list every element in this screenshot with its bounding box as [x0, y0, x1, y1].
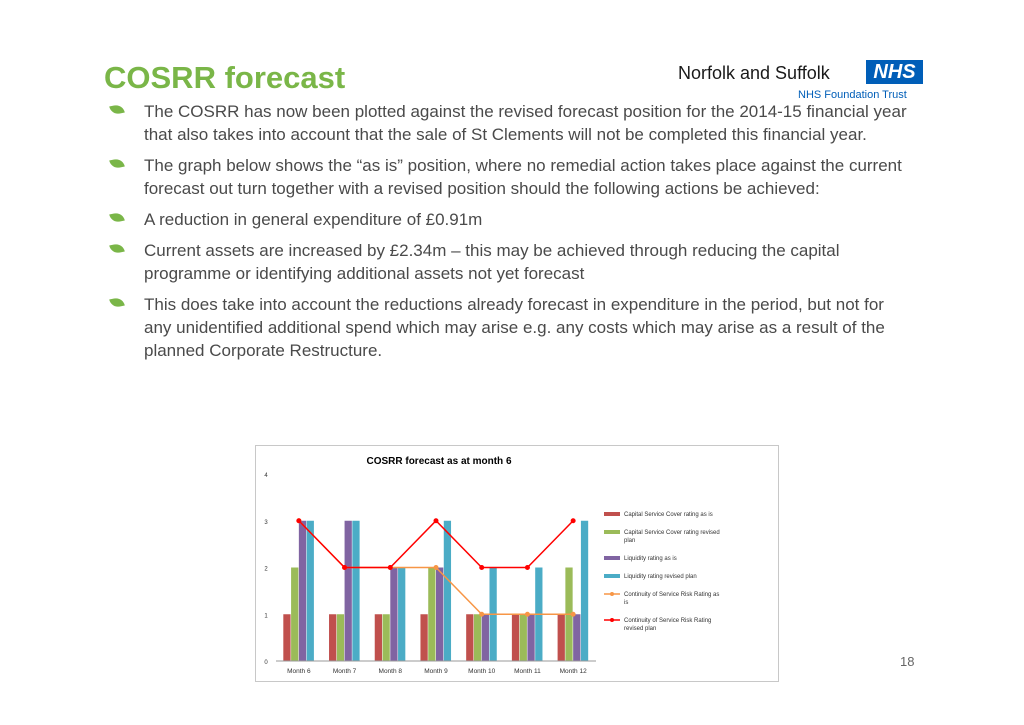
- line-point-0-5: [524, 611, 530, 617]
- legend-label: Liquidity rating revised plan: [624, 574, 697, 580]
- legend-label: Continuity of Service Risk Rating as is: [624, 592, 719, 606]
- leaf-bullet-icon: [109, 242, 125, 255]
- x-tick-label: Month 10: [468, 668, 495, 675]
- chart-svg: COSRR forecast as at month 6 0 1 2 3 4 Month …: [264, 456, 720, 675]
- line-point-1-3: [433, 518, 439, 524]
- line-point-1-4: [479, 565, 485, 570]
- x-tick-label: Month 6: [287, 668, 311, 675]
- line-point-1-0: [296, 518, 302, 524]
- slide-title: COSRR forecast: [104, 60, 346, 95]
- bullet-item: This does take into account the reductio…: [108, 293, 908, 362]
- x-tick-label: Month 12: [560, 668, 587, 675]
- bullet-text: Current assets are increased by £2.34m –…: [144, 241, 840, 283]
- bar-1-0: [291, 567, 299, 661]
- page-number: 18: [900, 654, 915, 669]
- bar-1-3: [428, 567, 436, 661]
- bar-2-6: [573, 614, 581, 661]
- bar-0-5: [511, 614, 520, 661]
- nhs-badge: NHS: [866, 60, 923, 84]
- bar-0-3: [420, 614, 428, 661]
- line-point-0-3: [433, 565, 439, 570]
- legend-marker: [610, 592, 614, 596]
- chart-title: COSRR forecast as at month 6: [366, 456, 511, 467]
- bar-1-5: [519, 614, 527, 661]
- leaf-bullet-icon: [109, 211, 125, 224]
- legend-label: Capital Service Cover rating as is: [624, 512, 713, 518]
- y-tick-label: 2: [264, 567, 268, 573]
- y-tick-label: 1: [264, 613, 268, 619]
- logo-trust-name: Norfolk and Suffolk: [678, 63, 830, 83]
- y-tick-label: 4: [264, 473, 268, 479]
- legend-label: Capital Service Cover rating revised plan: [624, 530, 720, 544]
- x-tick-label: Month 7: [333, 668, 357, 675]
- bullet-item: The graph below shows the “as is” positi…: [108, 154, 908, 200]
- bullet-text: This does take into account the reductio…: [144, 295, 885, 360]
- line-point-0-4: [479, 611, 485, 617]
- bar-3-6: [580, 520, 589, 661]
- bar-3-1: [352, 520, 360, 661]
- line-point-1-5: [524, 565, 530, 570]
- line-series-1: [298, 519, 574, 569]
- bullet-text: The COSRR has now been plotted against t…: [144, 102, 907, 144]
- x-tick-label: Month 8: [379, 668, 403, 675]
- bullet-item: A reduction in general expenditure of £0…: [108, 208, 908, 231]
- x-tick-label: Month 9: [424, 668, 448, 675]
- bar-0-6: [557, 614, 565, 661]
- bar-3-2: [398, 567, 406, 661]
- bar-2-5: [527, 614, 535, 661]
- legend-swatch: [604, 556, 620, 560]
- bullet-item: The COSRR has now been plotted against t…: [108, 100, 908, 146]
- bar-1-4: [473, 614, 482, 661]
- line-point-1-6: [570, 518, 576, 524]
- leaf-bullet-icon: [109, 296, 125, 309]
- cosrr-chart: COSRR forecast as at month 6 0 1 2 3 4 Month …: [255, 445, 779, 682]
- leaf-bullet-icon: [109, 103, 125, 116]
- legend-swatch: [604, 574, 620, 578]
- line-point-0-6: [570, 611, 576, 617]
- bullet-item: Current assets are increased by £2.34m –…: [108, 239, 908, 285]
- bar-3-0: [306, 520, 314, 661]
- bullet-text: The graph below shows the “as is” positi…: [144, 156, 902, 198]
- line-point-1-2: [387, 565, 393, 570]
- x-tick-label: Month 11: [514, 668, 541, 675]
- legend-label: Continuity of Service Risk Rating revised…: [624, 618, 711, 632]
- y-tick-label: 3: [264, 520, 268, 526]
- bullet-list: The COSRR has now been plotted against t…: [108, 100, 908, 370]
- bar-2-4: [481, 614, 489, 661]
- logo-subtitle: NHS Foundation Trust: [798, 89, 907, 101]
- bar-3-3: [443, 520, 452, 661]
- bar-2-0: [298, 520, 307, 661]
- bar-0-4: [466, 614, 474, 661]
- bar-0-2: [374, 614, 383, 661]
- bar-2-1: [344, 520, 352, 661]
- bar-1-2: [382, 614, 390, 661]
- bar-0-0: [283, 614, 291, 661]
- legend-swatch: [604, 530, 620, 534]
- legend-swatch: [604, 512, 620, 516]
- legend-label: Liquidity rating as is: [624, 556, 677, 562]
- bar-2-2: [390, 567, 398, 661]
- bar-2-3: [436, 567, 444, 661]
- y-tick-label: 0: [264, 660, 268, 666]
- line-point-1-1: [342, 565, 348, 570]
- legend-marker: [610, 618, 614, 622]
- bar-1-1: [336, 614, 345, 661]
- bar-0-1: [329, 614, 337, 661]
- bullet-text: A reduction in general expenditure of £0…: [144, 210, 483, 229]
- leaf-bullet-icon: [109, 157, 125, 170]
